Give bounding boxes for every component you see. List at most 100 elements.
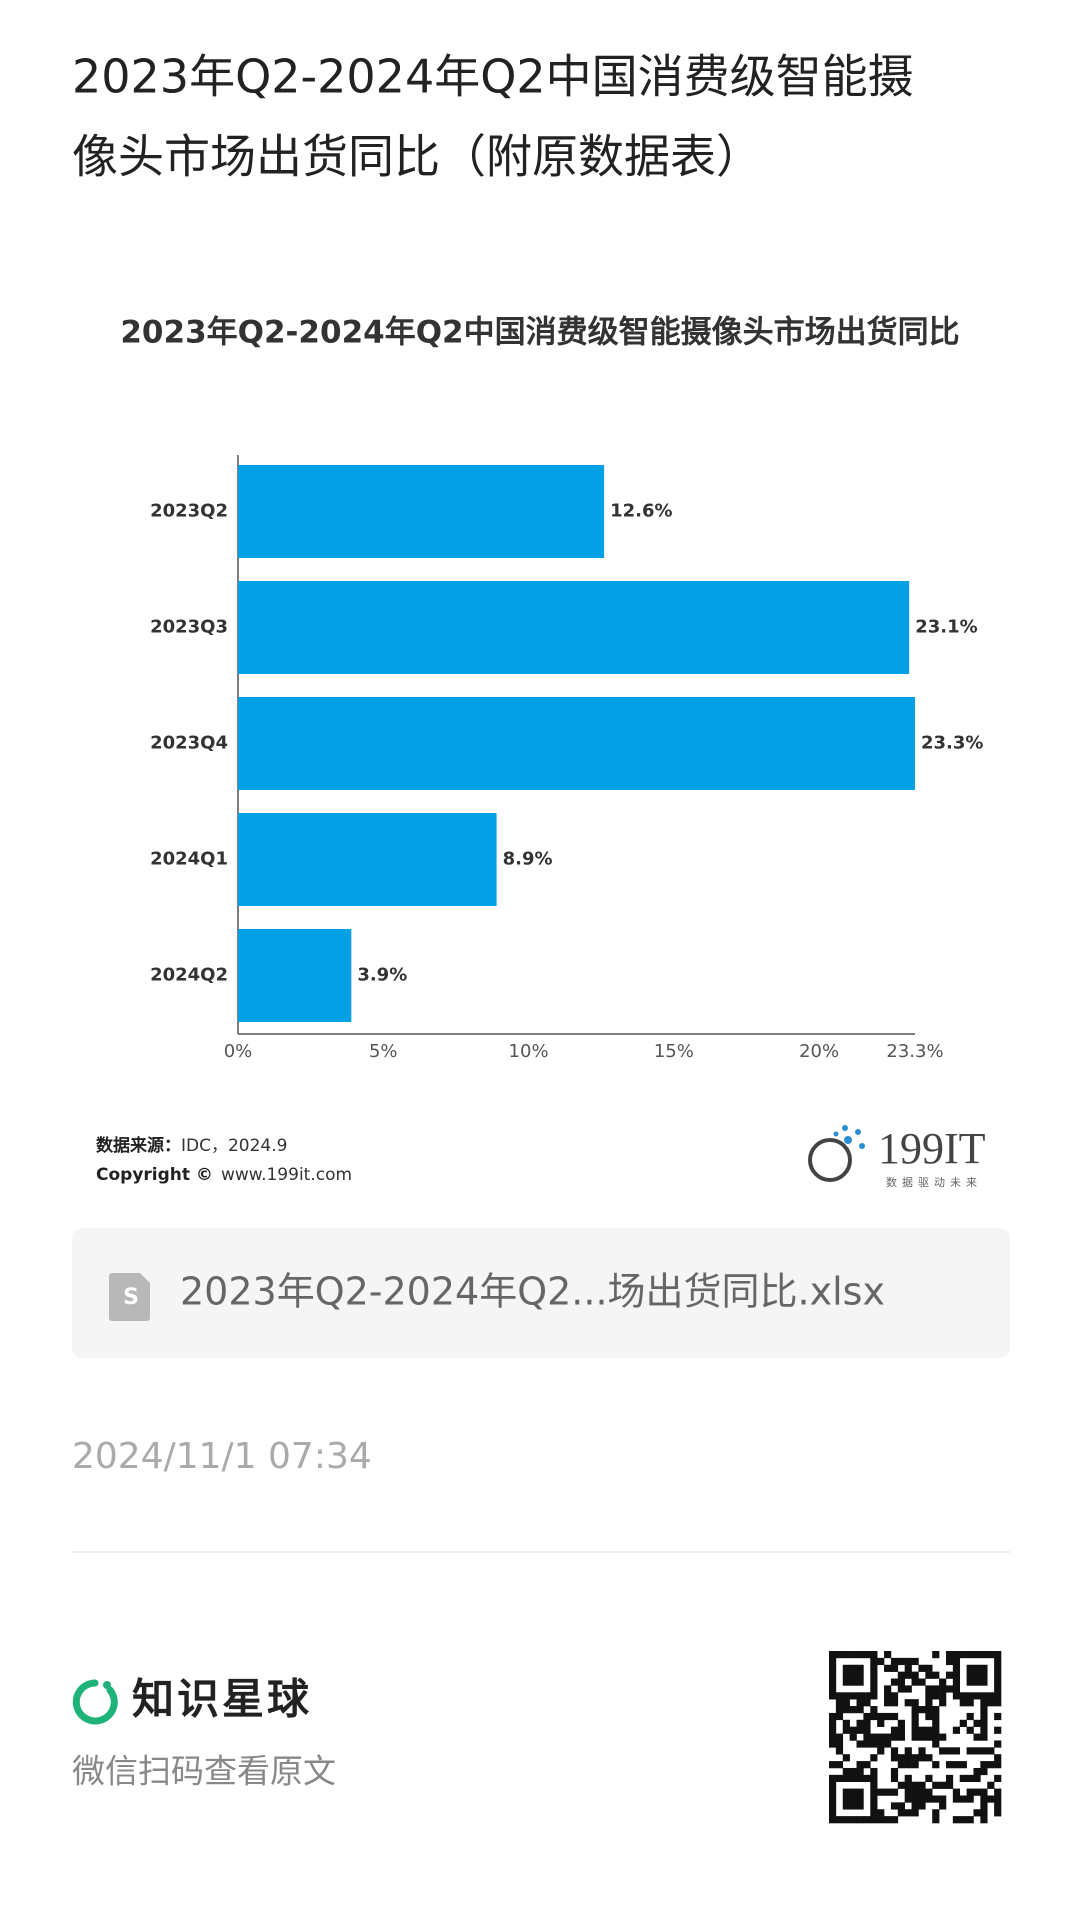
qr-module [925, 1699, 933, 1707]
x-tick-label: 5% [369, 1041, 398, 1062]
qr-module [870, 1678, 878, 1686]
qr-module [877, 1719, 885, 1727]
qr-module [994, 1685, 1002, 1693]
qr-module [911, 1733, 919, 1741]
x-tick-label: 15% [654, 1041, 694, 1062]
qr-module [856, 1692, 864, 1700]
qr-module [842, 1774, 850, 1783]
logo-dots [808, 1125, 865, 1182]
bar [238, 929, 352, 1022]
qr-module [939, 1685, 947, 1693]
qr-module [994, 1740, 1002, 1748]
qr-module [870, 1706, 878, 1714]
qr-module [829, 1781, 837, 1789]
qr-module [932, 1719, 940, 1727]
qr-module [829, 1795, 837, 1803]
qr-module [856, 1664, 864, 1672]
qr-module [973, 1774, 981, 1783]
qr-module [959, 1699, 967, 1707]
qr-module [911, 1802, 919, 1810]
qr-code[interactable] [829, 1651, 1002, 1824]
qr-module [829, 1761, 837, 1769]
qr-module [925, 1664, 933, 1672]
qr-module [842, 1706, 850, 1714]
qr-module [994, 1699, 1002, 1707]
attachment-card[interactable] [72, 1228, 1010, 1358]
qr-module [842, 1664, 850, 1672]
qr-module [966, 1671, 974, 1679]
qr-module [890, 1754, 899, 1762]
qr-module [877, 1733, 885, 1741]
qr-module [980, 1809, 988, 1817]
qr-module [842, 1788, 850, 1796]
qr-module [945, 1651, 954, 1659]
qr-module [829, 1740, 837, 1748]
y-tick-label: 2023Q2 [150, 501, 228, 522]
qr-module [884, 1740, 892, 1748]
qr-module [842, 1671, 850, 1679]
qr-module [829, 1678, 837, 1686]
qr-module [890, 1712, 899, 1721]
qr-module [890, 1816, 899, 1824]
qr-module [884, 1664, 892, 1672]
qr-module [870, 1802, 878, 1810]
qr-module [863, 1774, 871, 1783]
qr-module [994, 1809, 1002, 1817]
qr-module [973, 1664, 981, 1672]
qr-module [835, 1747, 844, 1755]
qr-module [897, 1657, 905, 1666]
qr-module [959, 1692, 967, 1700]
source-text: IDC，2024.9 [181, 1136, 287, 1156]
qr-module [932, 1761, 940, 1769]
qr-module [856, 1726, 864, 1734]
qr-module [966, 1664, 974, 1672]
qr-module [925, 1774, 933, 1783]
qr-module [849, 1774, 857, 1783]
qr-module [849, 1726, 857, 1734]
qr-module [911, 1761, 919, 1769]
attachment-name[interactable]: 2023年Q2-2024年Q2...场出货同比.xlsx [180, 1270, 885, 1314]
qr-module [829, 1692, 837, 1700]
qr-module [897, 1733, 905, 1741]
qr-module [829, 1651, 837, 1659]
qr-module [829, 1816, 837, 1824]
y-tick-label: 2024Q1 [150, 849, 228, 870]
brand-icon-dot [103, 1681, 111, 1689]
qr-module [945, 1685, 954, 1693]
qr-module [842, 1802, 850, 1810]
qr-module [856, 1774, 864, 1783]
qr-module [835, 1740, 844, 1748]
qr-module [911, 1726, 919, 1734]
qr-module [932, 1726, 940, 1734]
qr-module [959, 1651, 967, 1659]
qr-module [966, 1816, 974, 1824]
qr-module [994, 1754, 1002, 1762]
qr-module [945, 1761, 954, 1769]
qr-module [842, 1754, 850, 1762]
qr-module [980, 1733, 988, 1741]
qr-module [987, 1651, 995, 1659]
qr-module [966, 1678, 974, 1686]
qr-module [932, 1809, 940, 1817]
qr-module [829, 1712, 837, 1721]
qr-module [897, 1781, 905, 1789]
qr-module [925, 1733, 933, 1741]
qr-module [829, 1726, 837, 1734]
qr-module [925, 1726, 933, 1734]
qr-module [980, 1767, 988, 1776]
qr-module [911, 1795, 919, 1803]
qr-module [973, 1809, 981, 1817]
qr-module [945, 1781, 954, 1789]
logo-mark [808, 1138, 852, 1182]
qr-module [918, 1664, 926, 1672]
qr-module [870, 1692, 878, 1700]
qr-module [856, 1740, 864, 1748]
qr-module [966, 1774, 974, 1783]
qr-module [884, 1712, 892, 1721]
qr-module [897, 1809, 905, 1817]
value-label: 8.9% [503, 849, 553, 870]
qr-module [911, 1671, 919, 1679]
qr-module [939, 1747, 947, 1755]
qr-module [870, 1809, 878, 1817]
bar [238, 697, 915, 790]
